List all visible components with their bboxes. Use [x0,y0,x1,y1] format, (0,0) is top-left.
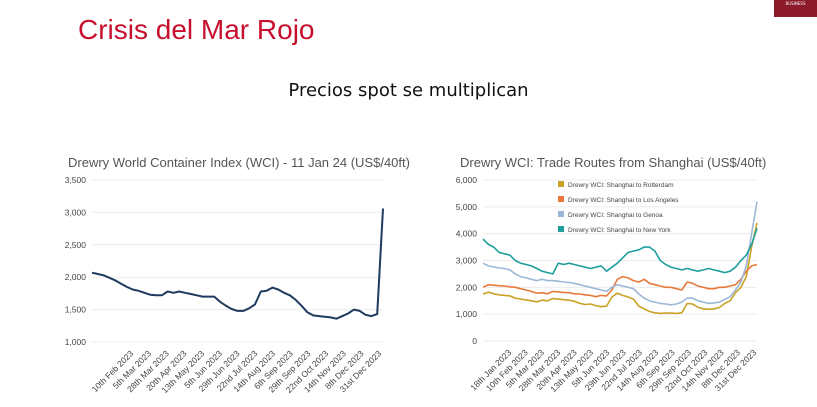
series-line-0 [482,222,758,315]
legend-swatch [558,211,564,217]
y-tick-label: 3,000 [456,256,478,266]
y-tick-label: 4,000 [456,229,478,239]
legend-entry: Drewry WCI: Shanghai to Los Angeles [568,197,679,204]
legend-entry: Drewry WCI: Shanghai to Genoa [568,212,663,219]
y-tick-label: 6,000 [456,175,478,185]
series-line-2 [482,201,758,306]
routes-chart-title: Drewry WCI: Trade Routes from Shanghai (… [460,155,767,170]
slide-title: Crisis del Mar Rojo [78,14,315,45]
y-tick-label: 1,000 [456,309,478,319]
y-tick-label: 1,500 [65,305,87,315]
legend-entry: Drewry WCI: Shanghai to New York [568,227,671,234]
legend-entry: Drewry WCI: Shanghai to Rotterdam [568,182,673,189]
series-line-1 [482,263,758,298]
y-tick-label: 3,500 [65,175,87,185]
brand-badge: BUSINESS [774,0,817,17]
y-tick-label: 3,000 [65,207,87,217]
y-tick-label: 2,000 [65,272,87,282]
legend-swatch [558,181,564,187]
y-tick-label: 0 [472,336,477,346]
y-tick-label: 2,500 [65,240,87,250]
wci-chart-title: Drewry World Container Index (WCI) - 11 … [68,155,410,170]
series-line-3 [482,228,758,275]
legend-swatch [558,196,564,202]
y-tick-label: 1,000 [65,337,87,347]
series-line-0 [91,208,384,320]
y-tick-label: 2,000 [456,282,478,292]
y-tick-label: 5,000 [456,202,478,212]
slide-subtitle: Precios spot se multiplican [288,80,529,101]
legend-swatch [558,226,564,232]
